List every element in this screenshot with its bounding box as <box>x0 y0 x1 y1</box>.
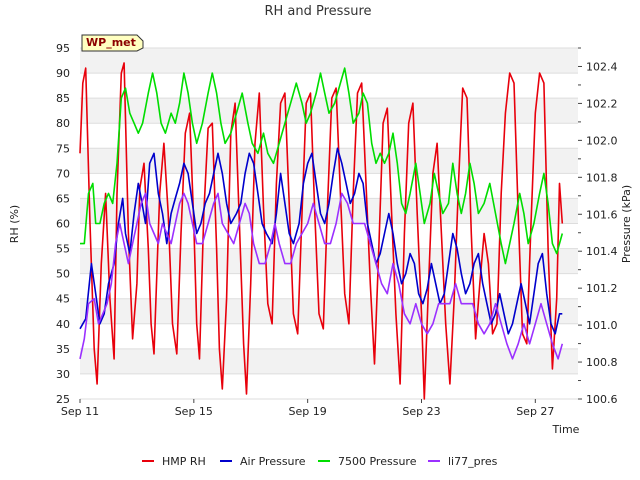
y-axis-right-title: Pressure (kPa) <box>620 185 633 263</box>
y-left-tick-label: 55 <box>56 243 70 256</box>
legend-label: 7500 Pressure <box>338 455 417 468</box>
y-left-tick-label: 95 <box>56 42 70 55</box>
y-left-tick-label: 80 <box>56 117 70 130</box>
x-tick-label: Sep 27 <box>516 405 554 418</box>
y-right-tick-label: 102.4 <box>586 60 618 73</box>
y-left-tick-label: 85 <box>56 92 70 105</box>
grid-band <box>80 48 578 73</box>
x-axis-title: Time <box>552 423 580 436</box>
y-right-tick-label: 102.2 <box>586 97 618 110</box>
x-tick-label: Sep 15 <box>175 405 213 418</box>
y-axis-right: 100.6 100.8 101.0 101.2 101.4 101.6 101.8 102.0… <box>578 48 618 406</box>
legend-label: li77_pres <box>448 455 498 468</box>
y-left-tick-label: 70 <box>56 167 70 180</box>
y-right-tick-label: 102.0 <box>586 134 618 147</box>
legend-label: HMP RH <box>162 455 206 468</box>
y-axis-left-title: RH (%) <box>8 205 21 243</box>
badge-label: WP_met <box>86 36 136 49</box>
y-left-tick-label: 30 <box>56 368 70 381</box>
y-left-tick-label: 90 <box>56 67 70 80</box>
x-tick-label: Sep 19 <box>289 405 327 418</box>
y-left-tick-label: 50 <box>56 268 70 281</box>
y-right-tick-label: 100.8 <box>586 356 618 369</box>
rh-pressure-chart: RH and Pressure 253035404550556065707580… <box>0 0 640 480</box>
x-tick-label: Sep 23 <box>402 405 440 418</box>
y-right-tick-label: 101.0 <box>586 319 618 332</box>
y-left-tick-label: 65 <box>56 192 70 205</box>
y-right-tick-label: 101.8 <box>586 171 618 184</box>
x-tick-label: Sep 11 <box>61 405 99 418</box>
y-right-tick-label: 100.6 <box>586 393 618 406</box>
badge: WP_met <box>82 35 143 51</box>
y-left-tick-label: 75 <box>56 142 70 155</box>
y-right-tick-label: 101.6 <box>586 208 618 221</box>
x-axis: Sep 11 Sep 15 Sep 19 Sep 23 Sep 27 <box>61 399 555 418</box>
legend-label: Air Pressure <box>240 455 306 468</box>
y-right-tick-label: 101.4 <box>586 245 618 258</box>
y-left-tick-label: 40 <box>56 318 70 331</box>
chart-title: RH and Pressure <box>264 4 371 19</box>
y-left-tick-label: 45 <box>56 293 70 306</box>
y-left-tick-label: 60 <box>56 218 70 231</box>
y-left-tick-label: 35 <box>56 343 70 356</box>
legend: HMP RH Air Pressure 7500 Pressure li77_pres <box>142 455 498 468</box>
y-right-tick-label: 101.2 <box>586 282 618 295</box>
